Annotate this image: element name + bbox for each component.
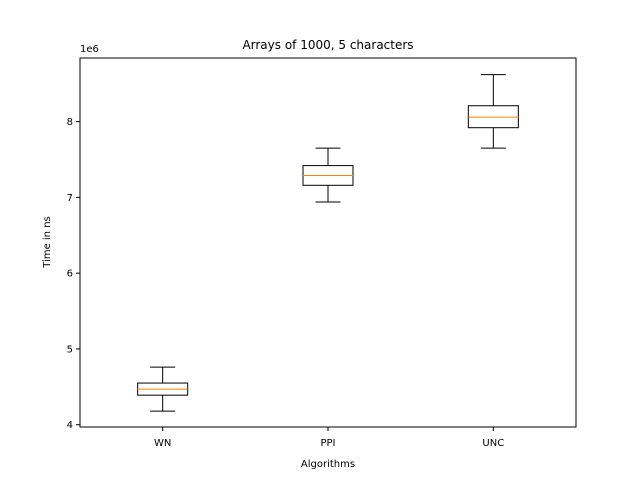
y-tick-label: 6 xyxy=(67,269,73,280)
y-tick-label: 4 xyxy=(67,420,73,431)
box-unc xyxy=(467,74,519,149)
x-tick-label: PPI xyxy=(320,438,335,449)
y-axis-label: Time in ns xyxy=(42,216,53,269)
y-tick-label: 7 xyxy=(67,193,73,204)
boxes-layer xyxy=(137,74,519,412)
y-tick-label: 5 xyxy=(67,344,73,355)
x-tick-label: WN xyxy=(154,438,171,449)
x-tick-label: UNC xyxy=(482,438,504,449)
chart-title: Arrays of 1000, 5 characters xyxy=(242,38,413,52)
y-offset-label: 1e6 xyxy=(80,44,99,55)
box-wn xyxy=(137,366,189,412)
x-axis-label: Algorithms xyxy=(301,459,355,470)
x-axis: WN PPI UNC xyxy=(154,427,504,449)
y-tick-label: 8 xyxy=(67,117,73,128)
y-axis: 4 5 6 7 8 xyxy=(67,117,80,431)
box-ppi xyxy=(302,147,354,203)
